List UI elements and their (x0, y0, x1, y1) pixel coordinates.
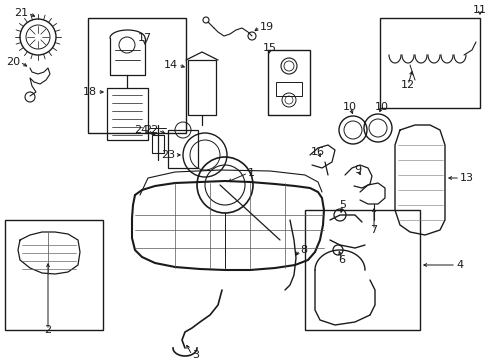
Text: 3: 3 (192, 350, 199, 360)
Text: 18: 18 (82, 87, 97, 97)
Text: 17: 17 (138, 33, 152, 43)
Text: 21: 21 (14, 8, 28, 18)
Bar (107, 88, 148, 140)
Bar (379, 18, 479, 108)
Text: 7: 7 (370, 225, 377, 235)
Bar (305, 210, 419, 330)
Text: 15: 15 (263, 43, 276, 53)
Text: 16: 16 (310, 147, 325, 157)
Bar (152, 135, 163, 153)
Text: 9: 9 (354, 165, 361, 175)
Text: 4: 4 (455, 260, 462, 270)
Text: 20: 20 (6, 57, 20, 67)
Text: 24: 24 (134, 125, 148, 135)
Text: 23: 23 (161, 150, 175, 160)
Bar (168, 130, 198, 168)
Bar (267, 50, 309, 115)
Text: 13: 13 (459, 173, 473, 183)
Text: 6: 6 (338, 255, 345, 265)
Bar (275, 82, 302, 96)
Text: 11: 11 (472, 5, 486, 15)
Text: 12: 12 (400, 80, 414, 90)
Text: 22: 22 (143, 125, 158, 135)
Bar (5, 220, 103, 330)
Text: 1: 1 (247, 168, 254, 178)
Text: 10: 10 (374, 102, 388, 112)
Text: 19: 19 (260, 22, 274, 32)
Text: 2: 2 (44, 325, 51, 335)
Text: 5: 5 (339, 200, 346, 210)
Text: 8: 8 (299, 245, 306, 255)
Bar (187, 60, 216, 115)
Text: 14: 14 (163, 60, 178, 70)
Bar (88, 18, 185, 133)
Text: 10: 10 (342, 102, 356, 112)
